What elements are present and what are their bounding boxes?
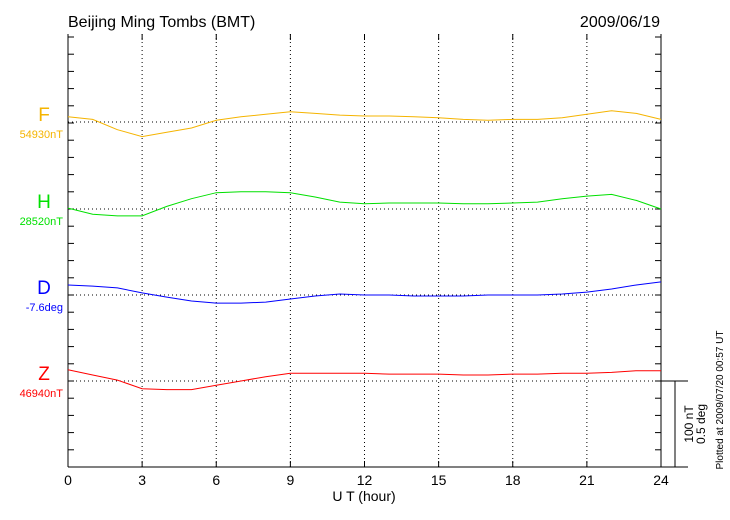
x-tick-label: 0 — [64, 472, 72, 488]
series-line-d — [67, 281, 662, 304]
plotted-at-footer: Plotted at 2009/07/20 00:57 UT — [715, 331, 726, 470]
series-name-h: H — [37, 192, 51, 213]
baseline-label-f: 54930nT — [20, 129, 64, 141]
x-tick-label: 3 — [138, 472, 146, 488]
grid — [68, 34, 661, 467]
series-name-z: Z — [38, 364, 50, 385]
x-tick-label: 24 — [653, 472, 669, 488]
series-group — [67, 110, 662, 391]
series-line-f — [67, 110, 662, 138]
x-tick-label: 12 — [357, 472, 373, 488]
chart-title: Beijing Ming Tombs (BMT) — [68, 14, 255, 31]
chart-date: 2009/06/19 — [580, 14, 660, 31]
scale-bar-label: 100 nT 0.5 deg — [682, 404, 708, 444]
scale-bar-deg: 0.5 deg — [694, 404, 708, 444]
x-tick-label: 6 — [212, 472, 220, 488]
baseline-label-d: -7.6deg — [26, 302, 63, 314]
x-tick-label: 21 — [579, 472, 595, 488]
axes: 0 3 6 9 12 15 18 21 24 F 54930nT H 28520nT D -7.6deg Z 4… — [20, 34, 688, 488]
baseline-label-z: 46940nT — [20, 388, 64, 400]
x-tick-label: 15 — [431, 472, 447, 488]
x-tick-label: 18 — [505, 472, 521, 488]
scale-bar-nt: 100 nT — [682, 405, 696, 443]
series-line-h — [67, 191, 662, 217]
series-name-f: F — [38, 105, 50, 126]
baseline-label-h: 28520nT — [20, 216, 64, 228]
series-name-d: D — [37, 278, 51, 299]
series-line-z — [67, 369, 661, 391]
x-tick-label: 9 — [286, 472, 294, 488]
x-axis-label: U T (hour) — [332, 488, 395, 504]
